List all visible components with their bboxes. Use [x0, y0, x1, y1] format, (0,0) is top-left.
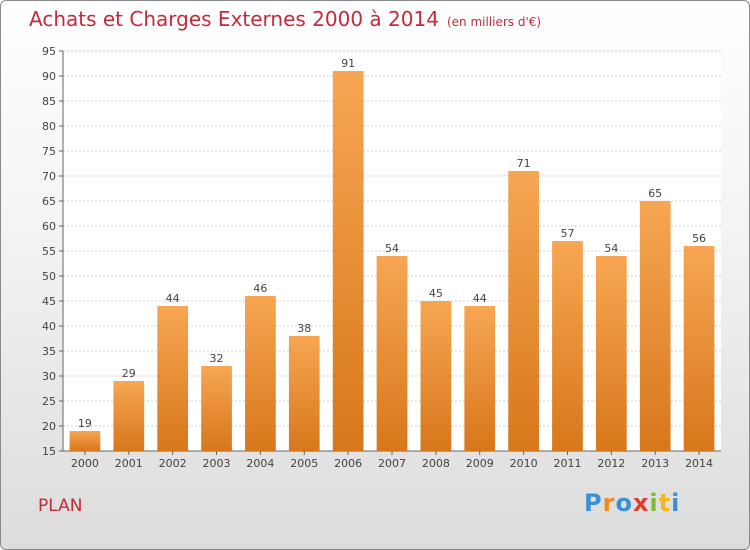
data-label: 45: [429, 287, 443, 300]
x-tick-label: 2001: [115, 457, 143, 470]
y-tick-label: 55: [42, 245, 56, 258]
x-tick-label: 2004: [246, 457, 274, 470]
y-tick-label: 70: [42, 170, 56, 183]
y-tick-label: 60: [42, 220, 56, 233]
x-tick-label: 2012: [597, 457, 625, 470]
data-label: 44: [166, 292, 180, 305]
chart-title: Achats et Charges Externes 2000 à 2014 (e…: [29, 7, 541, 31]
bar: [683, 246, 715, 451]
x-tick-label: 2000: [71, 457, 99, 470]
logo-letter: i: [649, 489, 659, 517]
bar: [464, 306, 496, 451]
x-tick-label: 2007: [378, 457, 406, 470]
logo-letter: P: [584, 489, 603, 517]
y-tick-label: 30: [42, 370, 56, 383]
bar: [639, 201, 671, 451]
x-tick-label: 2005: [290, 457, 318, 470]
y-tick-label: 45: [42, 295, 56, 308]
bar: [69, 431, 101, 451]
data-label: 38: [297, 322, 311, 335]
bar: [376, 256, 408, 451]
bar: [157, 306, 189, 451]
chart-title-text: Achats et Charges Externes 2000 à 2014: [29, 7, 439, 31]
bar: [552, 241, 583, 451]
x-tick-label: 2002: [159, 457, 187, 470]
bar: [508, 171, 539, 451]
bar: [201, 366, 232, 451]
data-label: 71: [517, 157, 531, 170]
x-tick-label: 2014: [685, 457, 713, 470]
bar: [420, 301, 452, 451]
bar: [595, 256, 627, 451]
y-tick-label: 50: [42, 270, 56, 283]
data-label: 65: [648, 187, 662, 200]
y-tick-label: 90: [42, 70, 56, 83]
x-tick-label: 2013: [641, 457, 669, 470]
logo-letter: i: [671, 489, 681, 517]
x-tick-label: 2009: [466, 457, 494, 470]
bar: [113, 381, 145, 451]
data-label: 29: [122, 367, 136, 380]
location-label: PLAN: [38, 496, 83, 516]
data-label: 46: [253, 282, 267, 295]
chart-subtitle: (en milliers d'€): [446, 15, 542, 29]
x-tick-label: 2010: [510, 457, 538, 470]
data-label: 32: [210, 352, 224, 365]
data-label: 54: [385, 242, 399, 255]
data-label: 91: [341, 57, 355, 70]
x-tick-label: 2008: [422, 457, 450, 470]
logo-letter: r: [602, 489, 616, 517]
logo-letter: o: [615, 489, 633, 517]
data-label: 56: [692, 232, 706, 245]
data-label: 44: [473, 292, 487, 305]
y-tick-label: 35: [42, 345, 56, 358]
logo-letter: t: [658, 489, 672, 517]
y-tick-label: 85: [42, 95, 56, 108]
x-tick-label: 2006: [334, 457, 362, 470]
y-tick-label: 80: [42, 120, 56, 133]
y-tick-label: 40: [42, 320, 56, 333]
y-tick-label: 15: [42, 445, 56, 458]
proxiti-logo: Proxiti: [584, 489, 680, 517]
x-tick-label: 2003: [203, 457, 231, 470]
logo-letter: x: [632, 489, 650, 517]
data-label: 54: [604, 242, 618, 255]
data-label: 57: [560, 227, 574, 240]
y-tick-label: 95: [42, 45, 56, 58]
y-tick-label: 75: [42, 145, 56, 158]
y-tick-label: 65: [42, 195, 56, 208]
x-tick-label: 2011: [553, 457, 581, 470]
bar: [288, 336, 320, 451]
data-label: 19: [78, 417, 92, 430]
bar: [332, 71, 364, 451]
y-tick-label: 25: [42, 395, 56, 408]
bar: [245, 296, 276, 451]
y-tick-label: 20: [42, 420, 56, 433]
